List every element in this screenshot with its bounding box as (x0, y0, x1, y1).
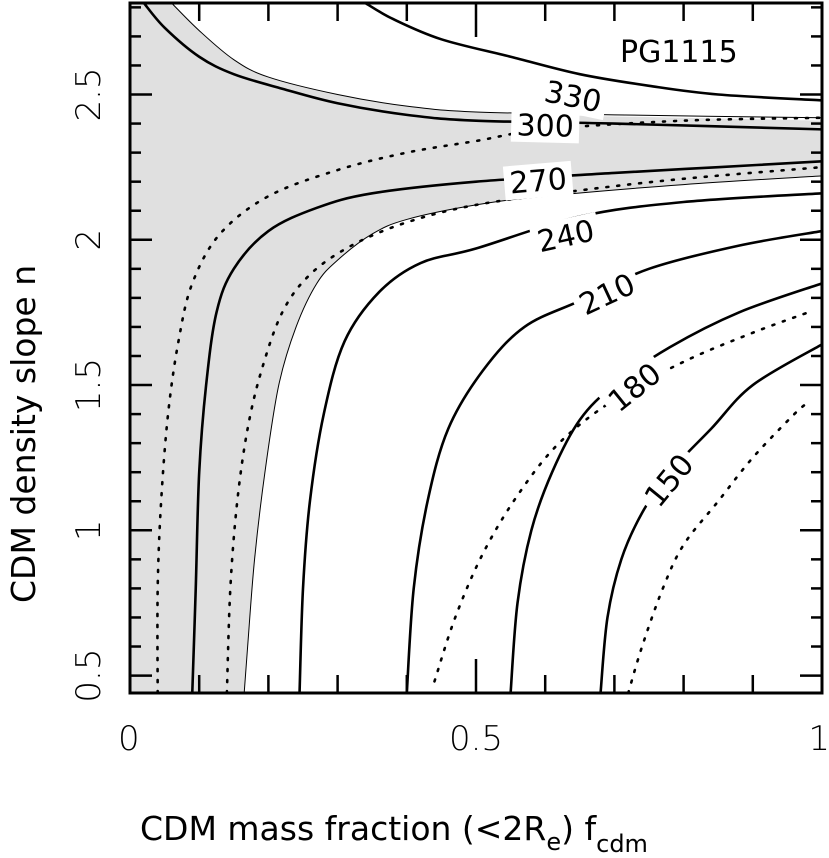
y-tick-label: 2 (69, 229, 109, 251)
contour-label-text: 270 (508, 162, 568, 202)
x-tick-labels: 0 0.5 1 (118, 719, 829, 759)
y-tick-label: 1.5 (69, 358, 109, 412)
contour-line-dotted (225, 165, 824, 695)
x-tick-label: 1 (808, 719, 829, 759)
shaded-region-layer (130, 3, 822, 693)
contour-label-240: 240 (528, 211, 603, 261)
y-tick-label: 2.5 (69, 67, 109, 121)
x-tick-label: 0 (118, 719, 140, 759)
contour-label-180: 180 (597, 352, 672, 422)
contour-label-background (597, 352, 672, 422)
contour-line-210 (405, 229, 823, 694)
shaded-allowed-region (130, 3, 822, 693)
object-annotation: PG1115 (620, 35, 738, 70)
contour-label-background (502, 160, 574, 201)
contour-label-background (569, 264, 646, 324)
contour-label-210: 210 (569, 264, 646, 324)
y-tick-labels: 0.5 1 1.5 2 2.5 (69, 67, 109, 702)
y-axis-title: CDM density slope n (4, 265, 43, 603)
contour-line-330 (364, 1, 823, 102)
x-axis-title-sub2: cdm (596, 830, 648, 858)
x-axis-title-main: CDM mass fraction (<2R (140, 809, 546, 848)
contour-label-background (510, 107, 580, 144)
contour-label-background (634, 443, 704, 518)
contour-label-background (528, 211, 603, 260)
contour-line-270 (190, 160, 823, 694)
contour-label-300: 300 (510, 107, 580, 145)
contour-line-240 (298, 191, 823, 694)
contour-line-dotted (626, 401, 810, 695)
contour-label-text: 300 (516, 108, 574, 144)
x-axis-title-sub: e (546, 828, 561, 856)
plot-frame (128, 1, 824, 695)
contour-label-270: 270 (502, 160, 574, 202)
x-axis-title: CDM mass fraction (<2Re) fcdm (140, 809, 648, 858)
contour-label-text: 240 (534, 214, 598, 261)
region-boundary-line (171, 2, 823, 119)
x-axis-title-tail: ) f (561, 809, 597, 848)
x-tick-label: 0.5 (449, 719, 503, 759)
contour-line-300 (142, 2, 823, 131)
contour-line-dotted (433, 311, 810, 683)
y-tick-label: 0.5 (69, 649, 109, 703)
contour-line-180 (509, 282, 823, 694)
contour-label-background (536, 72, 610, 121)
y-tick-label: 1 (69, 519, 109, 541)
